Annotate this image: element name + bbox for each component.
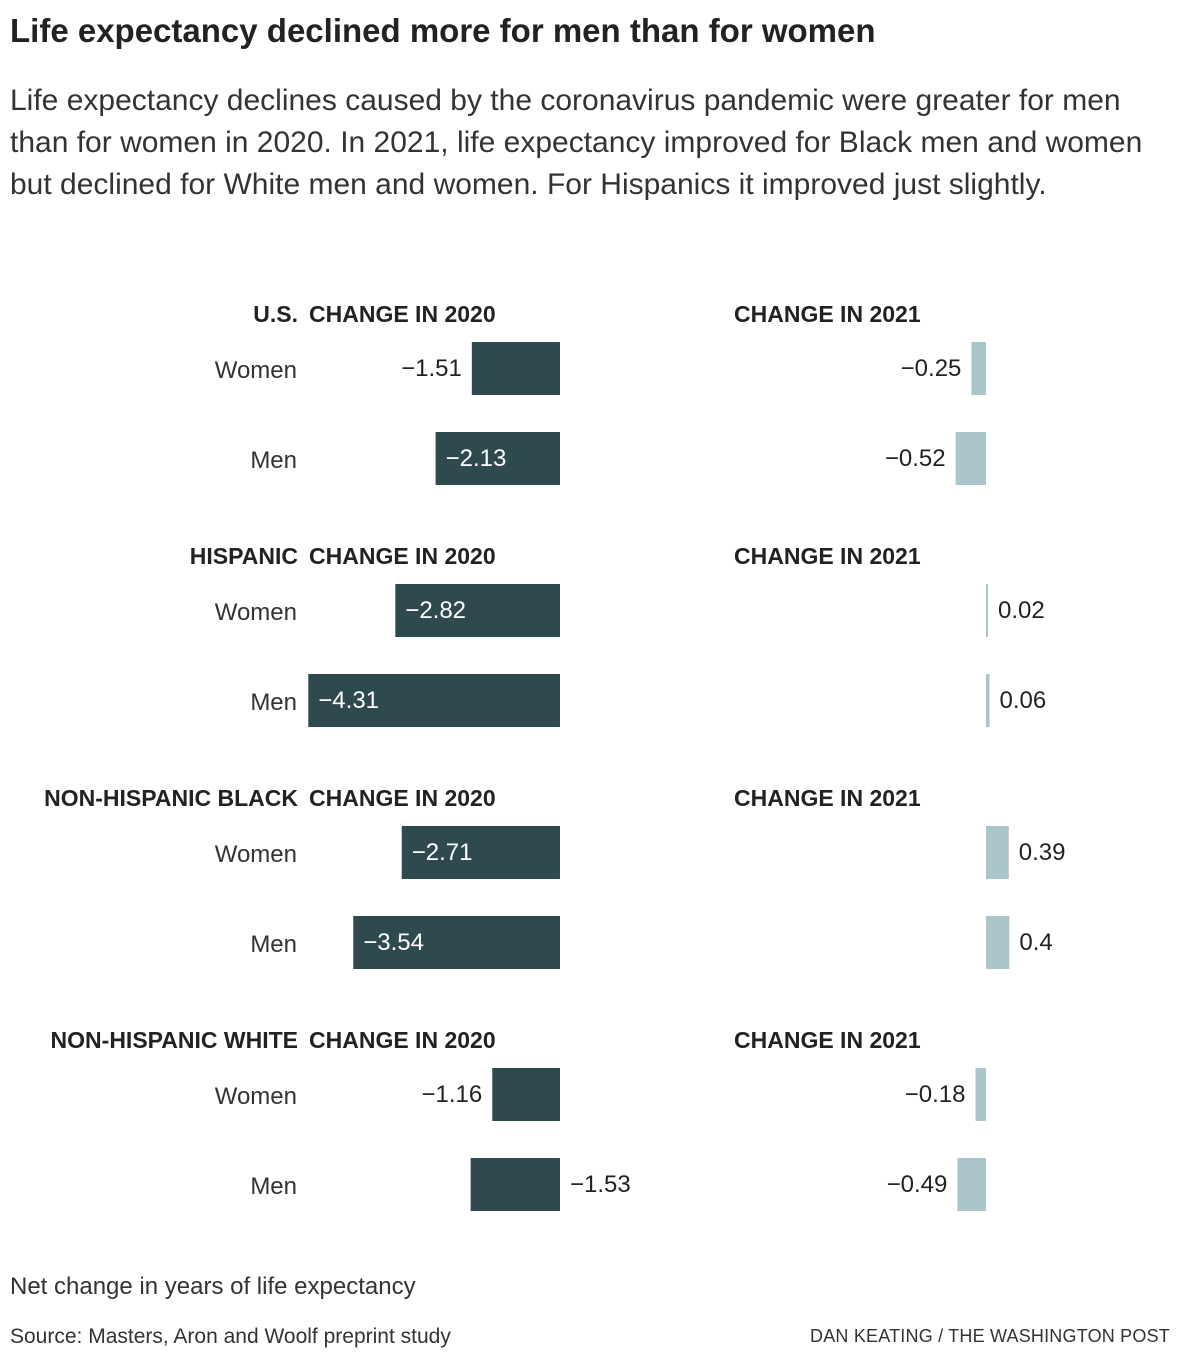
bar-2020 [401,826,560,879]
credit-line: DAN KEATING / THE WASHINGTON POST [810,1326,1170,1346]
group-label: NON-HISPANIC BLACK [44,785,298,811]
bar-2020 [395,584,560,637]
bar-2021 [986,584,988,637]
group-label: NON-HISPANIC WHITE [51,1027,298,1053]
column-title-2020: CHANGE IN 2020 [309,1027,496,1053]
column-title-2020: CHANGE IN 2020 [309,543,496,569]
column-title-2021: CHANGE IN 2021 [734,543,921,569]
column-title-2021: CHANGE IN 2021 [734,785,921,811]
data-label-2021: −0.25 [901,355,962,382]
data-label-2021: −0.18 [905,1081,966,1108]
column-title-2021: CHANGE IN 2021 [734,1027,921,1053]
bar-2020 [492,1068,560,1121]
bar-chart: U.S. CHANGE IN 2020 CHANGE IN 2021 Women −1.… [44,301,1066,1211]
category-label: Men [250,689,297,716]
bar-2021 [955,432,986,485]
bar-2021 [971,342,986,395]
group-label: HISPANIC [190,543,298,569]
bar-2021 [986,916,1010,969]
category-label: Men [250,447,297,474]
column-title-2020: CHANGE IN 2020 [309,785,496,811]
source-note: Source: Masters, Aron and Woolf preprint… [10,1325,451,1348]
column-title-2020: CHANGE IN 2020 [309,301,496,327]
data-label-2021: 0.06 [1000,687,1047,714]
data-label-2021: −0.49 [887,1171,948,1198]
data-label-2021: 0.02 [998,597,1045,624]
data-label-2021: −0.52 [885,445,946,472]
bar-2020 [353,916,560,969]
data-label-2020: −2.82 [405,597,466,624]
category-label: Women [215,841,297,868]
bar-2020 [308,674,560,727]
bar-2021 [986,674,990,727]
bar-2020 [471,342,560,395]
data-label-2021: 0.4 [1019,929,1052,956]
bar-2021 [975,1068,986,1121]
bar-2021 [986,826,1009,879]
category-label: Women [215,1083,297,1110]
bar-2020 [435,432,560,485]
column-title-2021: CHANGE IN 2021 [734,301,921,327]
group-label: U.S. [253,301,298,327]
bar-2021 [957,1158,986,1211]
chart-title: Life expectancy declined more for men th… [10,12,876,49]
data-label-2020: −2.71 [412,839,473,866]
category-label: Women [215,599,297,626]
data-label-2020: −1.51 [401,355,462,382]
data-label-2020: −1.16 [422,1081,483,1108]
category-label: Men [250,931,297,958]
data-label-2020: −1.53 [570,1171,631,1198]
data-label-2020: −3.54 [363,929,424,956]
category-label: Men [250,1173,297,1200]
data-label-2021: 0.39 [1019,839,1066,866]
chart-subtitle: Life expectancy declines caused by the c… [10,84,1143,201]
category-label: Women [215,357,297,384]
data-label-2020: −2.13 [446,445,507,472]
bar-2020 [470,1158,560,1211]
unit-note: Net change in years of life expectancy [10,1273,416,1300]
data-label-2020: −4.31 [318,687,379,714]
